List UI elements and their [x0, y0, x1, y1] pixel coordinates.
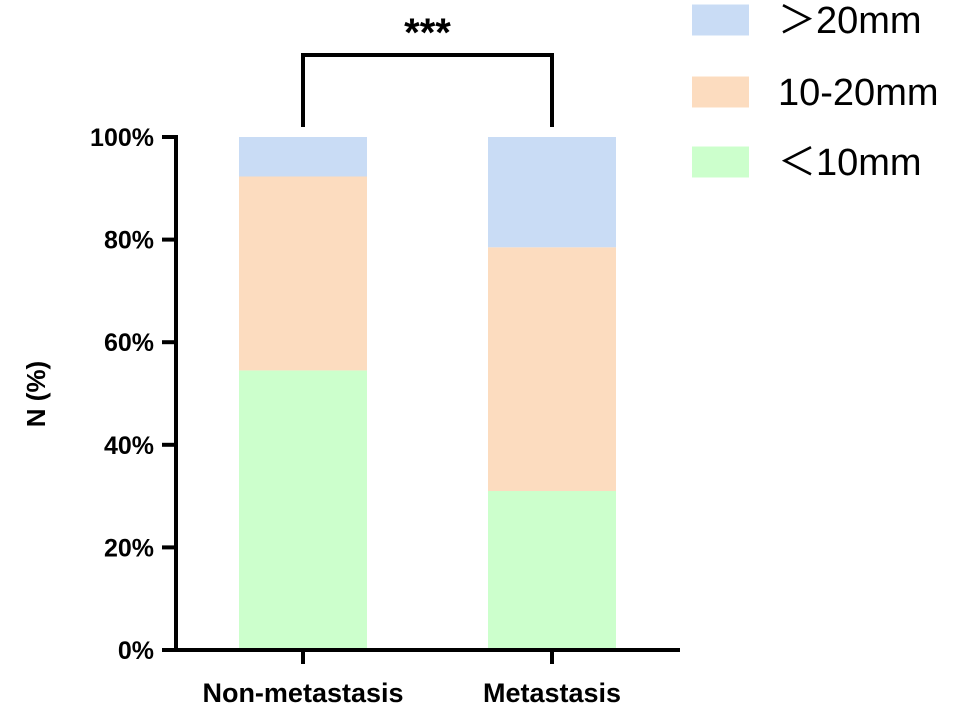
legend: ＞20mm 10-20mm ＜10mm — [692, 0, 939, 184]
axes-layer: 0% 20% 40% 60% 80% 100% Non-metastasis Metastas… — [90, 124, 680, 708]
x-tick-label-metastasis: Metastasis — [483, 678, 621, 708]
bar-metastasis-10mm — [488, 490, 616, 650]
y-tick-label-0: 0% — [118, 637, 154, 665]
legend-label-10mm: ＜10mm — [778, 142, 922, 184]
legend-swatch-20mm — [692, 4, 749, 36]
y-tick-label-100: 100% — [90, 124, 154, 152]
x-tick-label-non-metastasis: Non-metastasis — [202, 678, 403, 708]
y-tick-label-40: 40% — [104, 432, 154, 460]
significance-annotation: *** — [301, 11, 554, 127]
bar-non-metastasis-20mm — [239, 137, 367, 177]
y-tick-label-60: 60% — [104, 329, 154, 357]
bars-layer — [239, 137, 616, 650]
legend-label-20mm: ＞20mm — [778, 0, 922, 42]
bar-non-metastasis-10mm — [239, 370, 367, 650]
legend-swatch-10mm — [692, 146, 749, 178]
y-tick-label-20: 20% — [104, 534, 154, 562]
bar-non-metastasis-10-20mm — [239, 176, 367, 371]
significance-stars: *** — [404, 11, 451, 55]
y-axis-label: N (%) — [21, 361, 51, 427]
legend-swatch-10-20mm — [692, 76, 749, 108]
y-tick-label-80: 80% — [104, 227, 154, 255]
legend-label-10-20mm: 10-20mm — [778, 72, 939, 114]
significance-bracket — [301, 53, 554, 127]
bar-metastasis-10-20mm — [488, 247, 616, 491]
bar-metastasis-20mm — [488, 137, 616, 248]
